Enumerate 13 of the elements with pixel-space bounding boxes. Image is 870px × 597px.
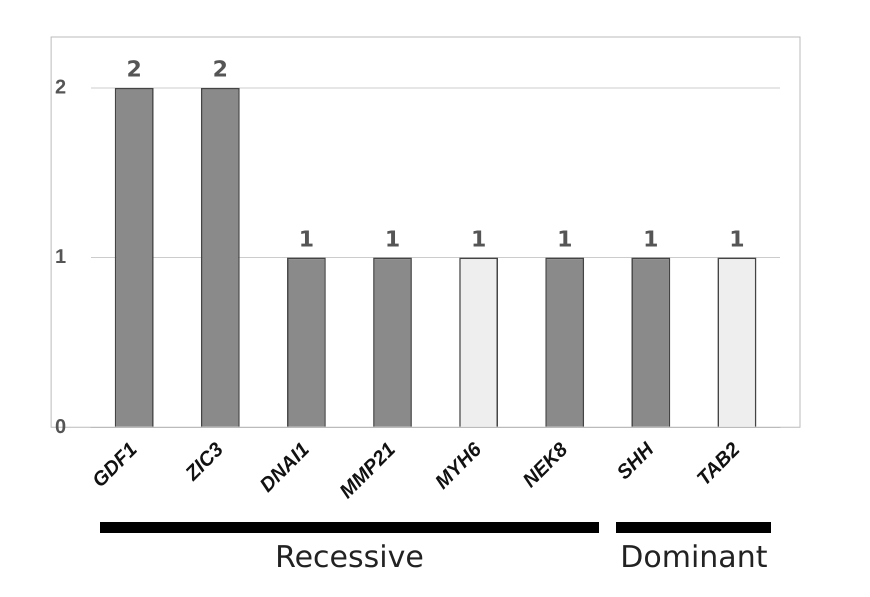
y-tick-label: 0 [55,416,66,438]
data-label: 1 [643,227,658,252]
data-label: 2 [212,58,228,83]
data-label: 1 [729,227,745,252]
data-label: 1 [298,227,314,252]
data-label: 1 [557,227,572,252]
data-label: 2 [126,58,142,83]
y-tick-label: 2 [55,76,66,98]
text: Recessive [275,540,424,575]
y-tick-label: 1 [55,246,66,268]
data-label: 1 [384,227,400,252]
text: Dominant [620,540,768,575]
data-label: 1 [470,227,486,252]
